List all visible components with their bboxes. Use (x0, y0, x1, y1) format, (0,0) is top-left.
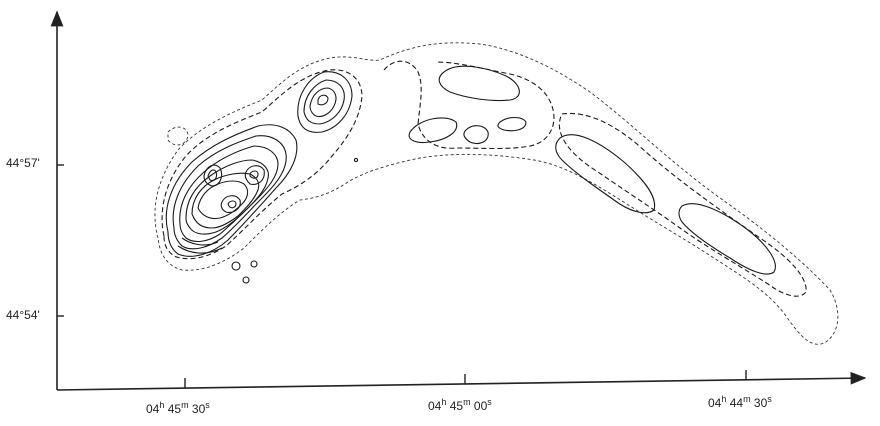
x-tick-label: 04h 45m 00s (428, 397, 492, 413)
x-tick-hour: 04 (146, 402, 160, 416)
hour-unit: h (441, 397, 447, 407)
right-knot-2-contour (408, 117, 458, 144)
y-tick-deg: 44 (6, 308, 20, 322)
x-tick-minute: 45 (449, 399, 464, 413)
right-knot-1-contour (438, 65, 520, 102)
right-knot-4-contour (463, 125, 489, 145)
right-ridge-2-contour (678, 203, 776, 275)
x-tick-second: 30 (191, 402, 206, 416)
y-tick-deg: 44 (6, 156, 20, 170)
minute-unit: m (743, 394, 751, 404)
minute-unit: m (181, 400, 189, 410)
y-tick-label: 44°54' (6, 308, 40, 322)
core-contour-group (165, 124, 298, 257)
x-tick-minute: 44 (729, 396, 744, 410)
minute-unit: m (463, 397, 471, 407)
hour-unit: h (721, 394, 727, 404)
x-axis-line (56, 371, 867, 391)
arcmin-symbol: ' (37, 156, 40, 170)
x-tick-second: 30 (753, 396, 768, 410)
bridge-dashed-contour (383, 60, 555, 150)
small-knot-contour (250, 260, 258, 268)
hour-unit: h (159, 400, 165, 410)
deg-symbol: ° (19, 156, 25, 170)
x-tick-minute: 45 (167, 402, 182, 416)
y-tick-min: 54 (24, 308, 38, 322)
deg-symbol: ° (19, 308, 25, 322)
small-knot-contour (231, 261, 241, 271)
small-knot-contour (242, 276, 250, 284)
x-tick-second: 00 (473, 399, 488, 413)
second-unit: s (487, 397, 492, 407)
right-ridge-1-contour (555, 134, 656, 214)
x-tick-label: 04h 45m 30s (146, 400, 210, 416)
y-tick-label: 44°57' (6, 156, 40, 170)
y-tick-min: 57 (24, 156, 38, 170)
outer-envelope-contour (154, 42, 839, 345)
right-dashed-contour (558, 112, 807, 297)
right-knot-3-contour (497, 116, 527, 132)
upper-knot-contour-group (297, 71, 353, 133)
core-dashed-contour (161, 69, 363, 260)
arcmin-symbol: ' (37, 308, 40, 322)
left-small-contour (167, 126, 189, 146)
x-tick-hour: 04 (708, 396, 722, 410)
x-tick-label: 04h 44m 30s (708, 394, 772, 410)
second-unit: s (205, 400, 210, 410)
x-tick-hour: 04 (428, 399, 442, 413)
second-unit: s (767, 394, 772, 404)
small-knot-contour (353, 157, 359, 163)
